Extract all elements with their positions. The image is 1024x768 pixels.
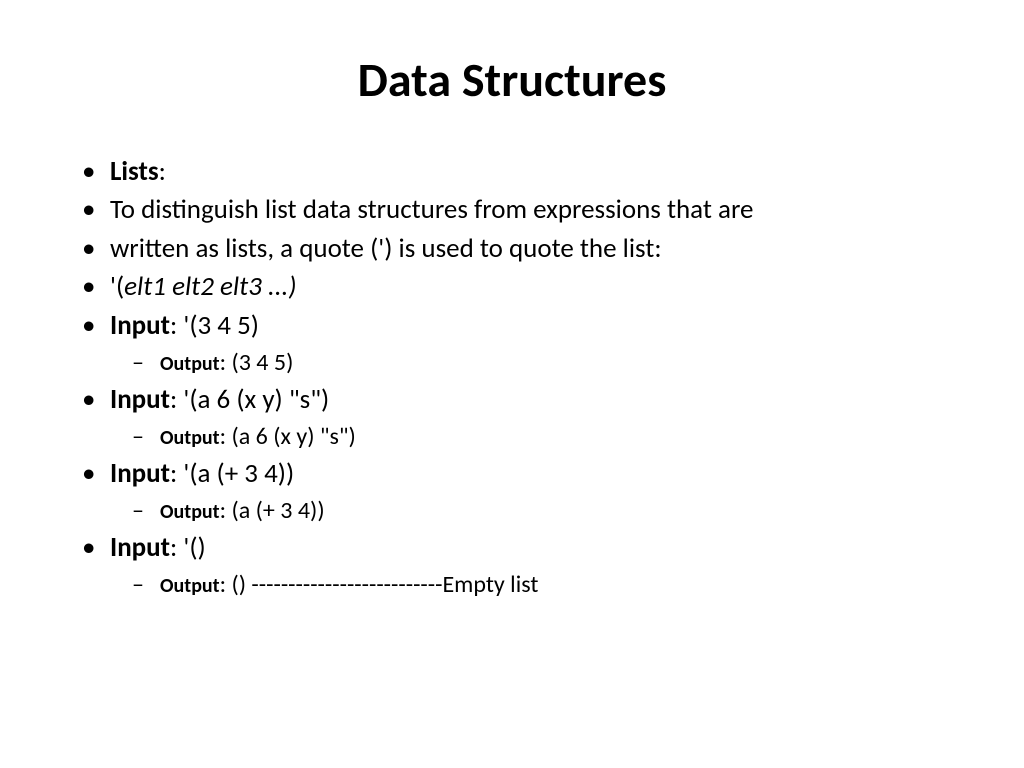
sub-bullet-item: Output: (a 6 (x y) "s") [110,420,954,454]
sub-bullet-list: Output: (a 6 (x y) "s") [110,420,954,454]
bullet-list: Lists: To distinguish list data structur… [70,154,954,602]
output-text: : (3 4 5) [220,348,294,377]
sub-bullet-item: Output: () --------------------------Emp… [110,568,954,602]
bullet-item: written as lists, a quote (') is used to… [70,231,954,267]
bullet-bold-text: Input [110,531,170,564]
bullet-italic-text: elt1 elt2 elt3 ...) [124,270,296,303]
bullet-item: To distinguish list data structures from… [70,192,954,228]
bullet-item: Input: '(a 6 (x y) "s") Output: (a 6 (x … [70,382,954,454]
bullet-item: Input: '() Output: () ------------------… [70,530,954,602]
sub-bullet-list: Output: () --------------------------Emp… [110,568,954,602]
bullet-text: : [159,155,166,188]
output-text: : (a (+ 3 4)) [220,496,325,525]
bullet-bold-text: Input [110,383,170,416]
bullet-text: : '(a (+ 3 4)) [170,457,294,490]
bullet-text: : '() [170,531,206,564]
output-text: : (a 6 (x y) "s") [220,422,356,451]
bullet-text: : '(3 4 5) [170,309,259,342]
output-label: Output [160,352,220,376]
output-label: Output [160,426,220,450]
bullet-text: written as lists, a quote (') is used to… [110,232,662,265]
sub-bullet-item: Output: (3 4 5) [110,346,954,380]
bullet-bold-text: Input [110,457,170,490]
output-label: Output [160,574,220,598]
slide-title: Data Structures [70,50,954,109]
bullet-text: To distinguish list data structures from… [110,193,753,226]
sub-bullet-item: Output: (a (+ 3 4)) [110,494,954,528]
bullet-item: Input: '(a (+ 3 4)) Output: (a (+ 3 4)) [70,456,954,528]
sub-bullet-list: Output: (a (+ 3 4)) [110,494,954,528]
output-text: : () --------------------------Empty lis… [220,570,539,599]
bullet-text: : '(a 6 (x y) "s") [170,383,329,416]
bullet-bold-text: Input [110,309,170,342]
bullet-text: '( [110,270,124,303]
bullet-item: '(elt1 elt2 elt3 ...) [70,269,954,305]
sub-bullet-list: Output: (3 4 5) [110,346,954,380]
bullet-bold-text: Lists [110,155,159,188]
bullet-item: Input: '(3 4 5) Output: (3 4 5) [70,308,954,380]
output-label: Output [160,500,220,524]
bullet-item: Lists: [70,154,954,190]
